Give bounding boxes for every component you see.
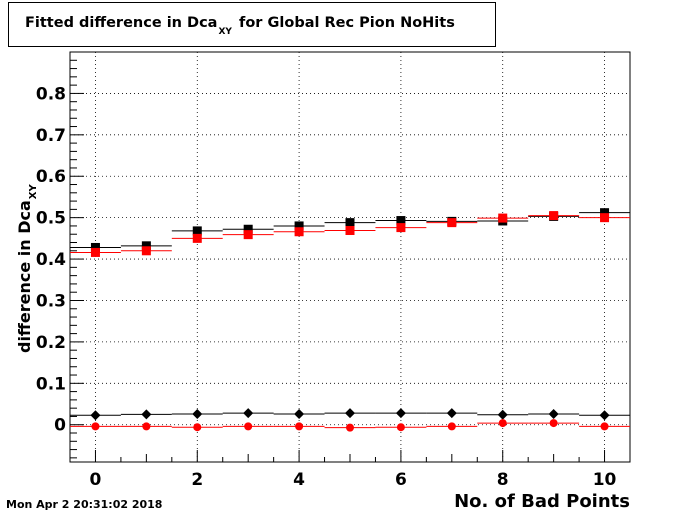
x-tick-label: 10 (593, 470, 617, 490)
y-tick-label: 0.3 (36, 291, 66, 311)
data-point-square (141, 241, 151, 251)
data-point-circle (91, 422, 100, 431)
title-subscript: XY (218, 27, 232, 37)
x-tick-label: 8 (497, 470, 509, 490)
data-point-square (396, 223, 406, 233)
plot-frame (69, 51, 631, 463)
title-main: Fitted difference in Dca (25, 15, 218, 31)
y-tick-label: 0.2 (36, 333, 66, 353)
y-axis-label: difference in DcaXY (15, 184, 39, 353)
data-point-square (498, 213, 508, 223)
data-point-diamond (497, 409, 508, 420)
y-tick-label: 0.6 (36, 167, 66, 187)
data-point-square (600, 208, 610, 218)
data-point-diamond (294, 408, 305, 419)
y-tick-label: 0 (54, 416, 66, 436)
data-point-square (294, 221, 304, 231)
data-point-circle (498, 419, 507, 428)
data-point-square (243, 230, 253, 240)
data-point-square (396, 216, 406, 226)
data-point-square (141, 246, 151, 256)
data-point-circle (193, 423, 202, 432)
grid-lines (70, 52, 630, 462)
data-point-diamond (446, 408, 457, 419)
y-axis-label-subscript: XY (28, 184, 39, 200)
chart-title: Fitted difference in DcaXY for Global Re… (25, 15, 455, 37)
y-tick-label: 0.4 (36, 250, 66, 270)
data-point-circle (600, 422, 609, 431)
data-point-circle (295, 422, 304, 431)
data-point-diamond (192, 408, 203, 419)
data-point-circle (142, 422, 151, 431)
data-point-square (192, 233, 202, 243)
data-point-diamond (243, 408, 254, 419)
data-point-square (294, 227, 304, 237)
x-tick-label: 2 (191, 470, 203, 490)
title-box: Fitted difference in DcaXY for Global Re… (8, 2, 496, 47)
axis-ticks: 0 2 4 6 8 10 0 0.1 0.2 0.3 0.4 0.5 0.6 0.7 0.8 (36, 51, 631, 490)
title-rest: for Global Rec Pion NoHits (239, 15, 455, 31)
y-tick-label: 0.8 (36, 84, 66, 104)
data-series (70, 208, 630, 432)
x-tick-label: 6 (395, 470, 407, 490)
y-tick-label: 0.7 (36, 126, 66, 146)
x-tick-label: 4 (293, 470, 305, 490)
data-point-square (90, 247, 100, 257)
data-point-square (90, 242, 100, 252)
data-point-diamond (599, 410, 610, 421)
data-point-circle (447, 422, 456, 431)
data-point-diamond (90, 410, 101, 421)
y-tick-label: 0.1 (36, 374, 66, 394)
data-point-diamond (141, 409, 152, 420)
data-point-square (345, 218, 355, 228)
y-tick-label: 0.5 (36, 209, 66, 229)
datestamp: Mon Apr 2 20:31:02 2018 (6, 498, 163, 511)
data-point-circle (549, 419, 558, 428)
data-point-square (600, 213, 610, 223)
data-point-square (549, 211, 559, 221)
data-point-diamond (345, 408, 355, 419)
data-point-circle (396, 423, 405, 432)
data-point-circle (346, 423, 354, 432)
data-point-square (192, 226, 202, 236)
x-tick-label: 0 (90, 470, 102, 490)
data-point-circle (244, 422, 253, 431)
x-axis-label: No. of Bad Points (454, 491, 630, 512)
data-point-diamond (548, 408, 559, 419)
y-axis-label-main: difference in Dca (15, 200, 34, 353)
data-point-diamond (395, 408, 406, 419)
data-point-square (447, 218, 457, 228)
data-point-square (345, 225, 355, 235)
data-point-square (243, 224, 253, 234)
